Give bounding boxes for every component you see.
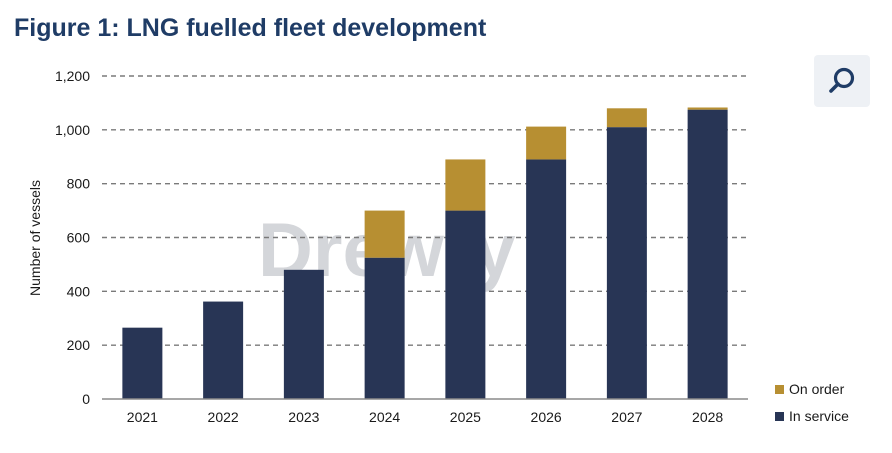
- legend-label-in-service: In service: [789, 408, 849, 424]
- y-tick-label: 400: [67, 283, 91, 299]
- y-tick-label: 800: [67, 176, 91, 192]
- axes: 0 200 400 600 800 1,000 1,200 2021 2022 2023 2024 2…: [55, 68, 748, 425]
- bar-in-service-2027: [606, 127, 647, 400]
- y-tick-label: 1,000: [55, 122, 90, 138]
- bar-in-service-2026: [526, 159, 567, 399]
- y-tick-label: 1,200: [55, 68, 90, 84]
- bar-on-order-2026: [526, 126, 567, 160]
- legend: On order In service: [775, 381, 849, 424]
- bar-on-order-2027: [606, 108, 647, 128]
- y-axis-title: Number of vessels: [27, 180, 43, 296]
- bar-in-service-2023: [283, 269, 324, 399]
- x-tick-label: 2023: [288, 409, 319, 425]
- zoom-button[interactable]: [814, 55, 870, 107]
- legend-label-on-order: On order: [789, 381, 845, 397]
- x-tick-label: 2027: [611, 409, 642, 425]
- x-tick-label: 2021: [127, 409, 158, 425]
- x-tick-label: 2022: [208, 409, 239, 425]
- legend-swatch-on-order: [775, 385, 784, 394]
- bar-in-service-2022: [203, 301, 244, 399]
- bar-on-order-2025: [445, 159, 486, 211]
- bar-in-service-2028: [687, 109, 728, 399]
- x-tick-label: 2024: [369, 409, 400, 425]
- y-tick-label: 0: [82, 391, 90, 407]
- magnifier-icon: [829, 67, 855, 93]
- bar-in-service-2024: [364, 257, 405, 399]
- bar-on-order-2028: [687, 107, 728, 110]
- bar-on-order-2024: [364, 210, 405, 258]
- legend-swatch-in-service: [775, 412, 784, 421]
- bars: [122, 107, 728, 400]
- y-tick-label: 600: [67, 230, 91, 246]
- y-tick-label: 200: [67, 337, 91, 353]
- x-tick-label: 2026: [531, 409, 562, 425]
- page-title: Figure 1: LNG fuelled fleet development: [14, 14, 487, 42]
- bar-in-service-2025: [445, 210, 486, 399]
- x-tick-label: 2025: [450, 409, 481, 425]
- x-tick-label: 2028: [692, 409, 723, 425]
- bar-in-service-2021: [122, 327, 163, 399]
